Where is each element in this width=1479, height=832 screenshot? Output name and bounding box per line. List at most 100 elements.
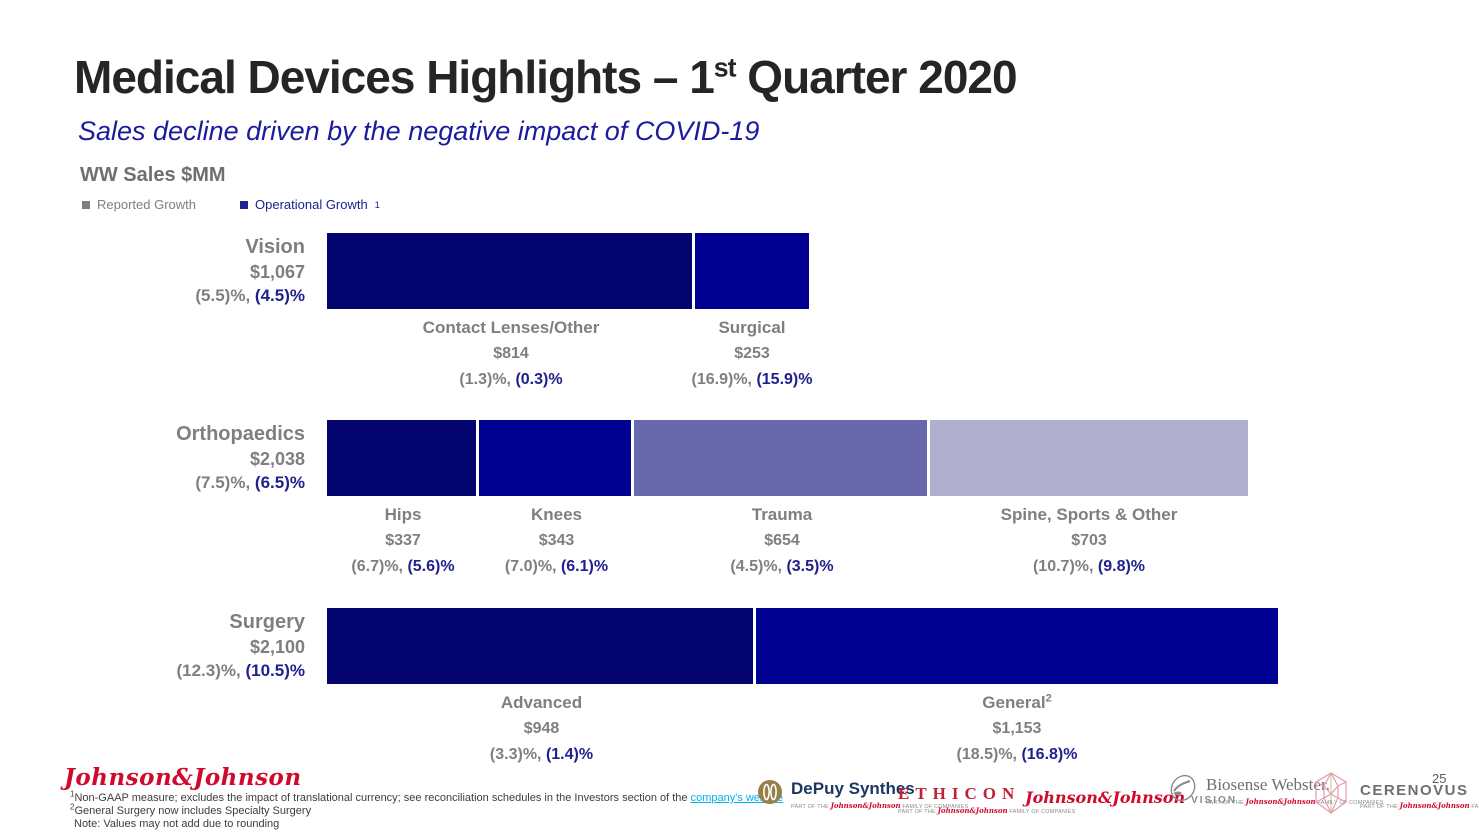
segment-sales: $337 bbox=[385, 532, 421, 549]
segment-growth: (3.3)%, (1.4)% bbox=[489, 746, 594, 763]
rounding-note: Note: Values may not add due to rounding bbox=[74, 818, 280, 830]
bar-labels-orthopaedics: Hips $337 (6.7)%, (5.6)% Knees $343 (7.0)%, (… bbox=[327, 502, 1248, 580]
category-growth: (5.5)%, (4.5)% bbox=[195, 286, 305, 305]
segment-growth: (18.5)%, (16.8)% bbox=[956, 746, 1078, 763]
bar-segment-trauma bbox=[634, 420, 930, 496]
segment-name: General2 bbox=[982, 692, 1052, 712]
segment-name: Advanced bbox=[500, 693, 583, 712]
bar-labels-vision: Contact Lenses/Other $814 (1.3)%, (0.3)% Su… bbox=[327, 315, 813, 393]
bar-segment-spine-sports-other bbox=[930, 420, 1248, 496]
jnj-vision-wordmark: Johnson&Johnson bbox=[1025, 788, 1186, 807]
page-number: 25 bbox=[1432, 771, 1447, 786]
ethicon-tagline: PART OF THE Johnson&Johnson FAMILY OF CO… bbox=[898, 806, 1076, 815]
cerenovus-wordmark: CERENOVUS bbox=[1360, 781, 1469, 799]
bar-segment-hips bbox=[327, 420, 479, 496]
segment-name: Hips bbox=[384, 505, 422, 524]
biosense-tagline: PART OF THE Johnson&Johnson FAMILY OF CO… bbox=[1206, 797, 1384, 806]
reported-growth-swatch-icon bbox=[82, 200, 90, 209]
brand-cerenovus: CERENOVUS PART OF THE Johnson&Johnson FA… bbox=[1310, 770, 1479, 821]
category-sales: $2,038 bbox=[249, 449, 305, 469]
segment-label-advanced: Advanced $948 (3.3)%, (1.4)% bbox=[327, 690, 756, 768]
segment-name: Surgical bbox=[718, 318, 786, 337]
depuy-synthes-wordmark: DePuy Synthes bbox=[791, 779, 915, 798]
biosense-webster-wordmark: Biosense Webster. bbox=[1206, 775, 1330, 794]
ethicon-wordmark: ETHICON bbox=[898, 784, 1021, 803]
category-growth: (12.3)%, (10.5)% bbox=[176, 661, 305, 680]
category-name: Orthopaedics bbox=[176, 423, 305, 445]
category-sales: $1,067 bbox=[249, 262, 305, 282]
category-label-vision: Vision $1,067 (5.5)%, (4.5)% bbox=[0, 235, 305, 308]
segment-growth: (4.5)%, (3.5)% bbox=[730, 558, 834, 575]
slide-title: Medical Devices Highlights – 1st Quarter… bbox=[74, 50, 1018, 104]
segment-name: Trauma bbox=[751, 505, 813, 524]
johnson-and-johnson-logo: Johnson&Johnson bbox=[64, 764, 302, 791]
segment-label-general: General2 $1,153 (18.5)%, (16.8)% bbox=[756, 690, 1278, 768]
segment-name-superscript: 2 bbox=[1045, 692, 1052, 705]
segment-name: Knees bbox=[530, 505, 582, 524]
category-name: Vision bbox=[245, 236, 305, 258]
bar-segment-knees bbox=[479, 420, 634, 496]
segment-label-hips: Hips $337 (6.7)%, (5.6)% bbox=[327, 502, 479, 580]
footnote-2-superscript: 2 bbox=[70, 802, 75, 812]
brand-jnj-vision: Johnson&Johnson VISION bbox=[1025, 788, 1237, 808]
cerenovus-tagline: PART OF THE Johnson&Johnson FAMILY OF CO… bbox=[1360, 800, 1479, 810]
bar-orthopaedics bbox=[327, 420, 1248, 496]
brand-ethicon: ETHICON PART OF THE Johnson&Johnson FAMI… bbox=[898, 784, 1076, 815]
category-label-orthopaedics: Orthopaedics $2,038 (7.5)%, (6.5)% bbox=[0, 422, 305, 495]
segment-sales: $253 bbox=[734, 345, 770, 362]
biosense-webster-icon bbox=[1168, 773, 1198, 808]
jnj-vision-suffix: VISION bbox=[1191, 795, 1237, 806]
segment-sales: $814 bbox=[493, 345, 529, 362]
slide-subtitle: Sales decline driven by the negative imp… bbox=[78, 116, 760, 146]
footnote-1: 1Non-GAAP measure; excludes the impact o… bbox=[70, 789, 783, 805]
segment-growth: (10.7)%, (9.8)% bbox=[1032, 558, 1146, 575]
brand-biosense-webster: Biosense Webster. PART OF THE Johnson&Jo… bbox=[1168, 773, 1384, 808]
depuy-tagline: PART OF THE Johnson&Johnson FAMILY OF CO… bbox=[791, 801, 969, 810]
legend-item-reported-growth: Reported Growth bbox=[82, 197, 196, 212]
depuy-synthes-icon bbox=[757, 779, 783, 810]
segment-label-knees: Knees $343 (7.0)%, (6.1)% bbox=[479, 502, 634, 580]
bar-segment-contact-lenses-other bbox=[327, 233, 695, 309]
segment-label-trauma: Trauma $654 (4.5)%, (3.5)% bbox=[634, 502, 930, 580]
footnote-2: 2General Surgery now includes Specialty … bbox=[70, 802, 783, 818]
chart-legend: Reported Growth Operational Growth 1 bbox=[82, 197, 380, 212]
category-sales: $2,100 bbox=[249, 637, 305, 657]
segment-sales: $343 bbox=[538, 532, 575, 549]
bar-labels-surgery: Advanced $948 (3.3)%, (1.4)% General2 $1,153… bbox=[327, 690, 1278, 768]
operational-growth-swatch-icon bbox=[240, 200, 248, 209]
segment-sales: $1,153 bbox=[992, 720, 1042, 737]
footnote-2-text: General Surgery now includes Specialty S… bbox=[74, 805, 312, 817]
segment-growth: (6.7)%, (5.6)% bbox=[351, 558, 455, 575]
segment-growth: (16.9)%, (15.9)% bbox=[691, 371, 813, 388]
bar-segment-general bbox=[756, 608, 1278, 684]
segment-name: Spine, Sports & Other bbox=[1000, 505, 1178, 524]
bar-segment-advanced bbox=[327, 608, 756, 684]
brand-depuy-synthes: DePuy Synthes PART OF THE Johnson&Johnso… bbox=[757, 779, 969, 810]
slide-title-tail: Quarter 2020 bbox=[735, 51, 1017, 103]
category-label-surgery: Surgery $2,100 (12.3)%, (10.5)% bbox=[0, 610, 305, 683]
slide-title-text: Medical Devices Highlights – 1 bbox=[74, 51, 715, 103]
segment-sales: $703 bbox=[1071, 532, 1107, 549]
bar-segment-surgical bbox=[695, 233, 809, 309]
segment-label-spine-sports-other: Spine, Sports & Other $703 (10.7)%, (9.8)% bbox=[930, 502, 1248, 580]
segment-growth: (7.0)%, (6.1)% bbox=[504, 558, 609, 575]
footnote-1-text: Non-GAAP measure; excludes the impact of… bbox=[74, 792, 691, 804]
category-name: Surgery bbox=[229, 611, 305, 633]
segment-label-contact-lenses-other: Contact Lenses/Other $814 (1.3)%, (0.3)% bbox=[327, 315, 695, 393]
segment-label-surgical: Surgical $253 (16.9)%, (15.9)% bbox=[692, 315, 813, 393]
footnote-1-superscript: 1 bbox=[70, 789, 75, 799]
footnotes: 1Non-GAAP measure; excludes the impact o… bbox=[70, 789, 783, 831]
segment-sales: $948 bbox=[523, 720, 560, 737]
legend-label-operational-growth: Operational Growth bbox=[255, 197, 368, 212]
segment-growth: (1.3)%, (0.3)% bbox=[459, 371, 563, 388]
bar-surgery bbox=[327, 608, 1278, 684]
legend-item-operational-growth: Operational Growth 1 bbox=[240, 197, 380, 212]
segment-name: Contact Lenses/Other bbox=[422, 318, 600, 337]
cerenovus-icon bbox=[1310, 770, 1352, 821]
slide-title-superscript: st bbox=[713, 52, 737, 83]
bar-vision bbox=[327, 233, 809, 309]
legend-label-reported-growth: Reported Growth bbox=[97, 197, 196, 212]
segment-sales: $654 bbox=[764, 532, 800, 549]
